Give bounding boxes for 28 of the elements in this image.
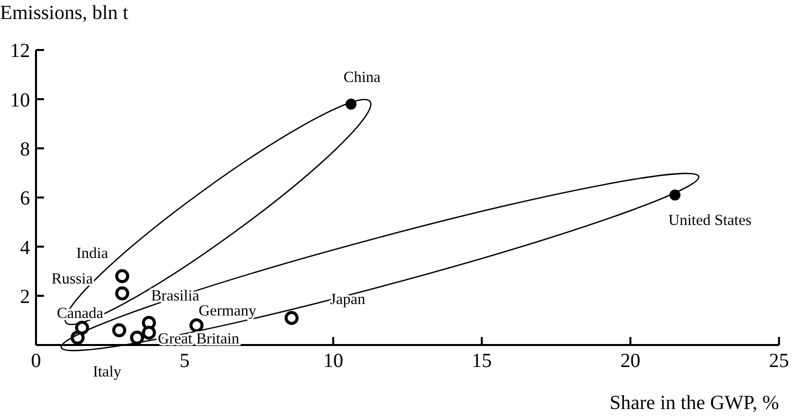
- y-tick-label: 4: [20, 236, 30, 259]
- y-tick-label: 6: [20, 188, 30, 210]
- point: [115, 286, 130, 300]
- annotation: China: [344, 69, 381, 86]
- point: [142, 326, 156, 340]
- y-tick-label: 8: [20, 138, 30, 160]
- point: [112, 323, 126, 338]
- point: [284, 310, 299, 325]
- annotation: Japan: [330, 290, 366, 308]
- y-tick-label: 12: [10, 40, 30, 62]
- x-tick-label: 5: [180, 350, 190, 372]
- annotation: United States: [668, 212, 752, 230]
- point: [115, 269, 130, 284]
- y-tick-label: 2: [20, 286, 30, 308]
- y-tick-label: 10: [10, 89, 30, 112]
- x-tick-label: 0: [31, 350, 41, 372]
- annotation: India: [76, 245, 108, 262]
- point: [130, 330, 144, 345]
- annotation: Italy: [92, 364, 122, 381]
- x-tick-label: 25: [769, 350, 789, 372]
- x-axis-title: Share in the GWP, %: [610, 392, 779, 415]
- annotation: Germany: [198, 302, 257, 320]
- point: [189, 318, 204, 332]
- x-tick-label: 15: [472, 350, 492, 372]
- annotation: Russia: [52, 270, 93, 288]
- y-axis-title: Emissions, bln t: [0, 2, 128, 25]
- x-tick-label: 10: [323, 350, 344, 372]
- x-tick-label: 20: [620, 350, 640, 372]
